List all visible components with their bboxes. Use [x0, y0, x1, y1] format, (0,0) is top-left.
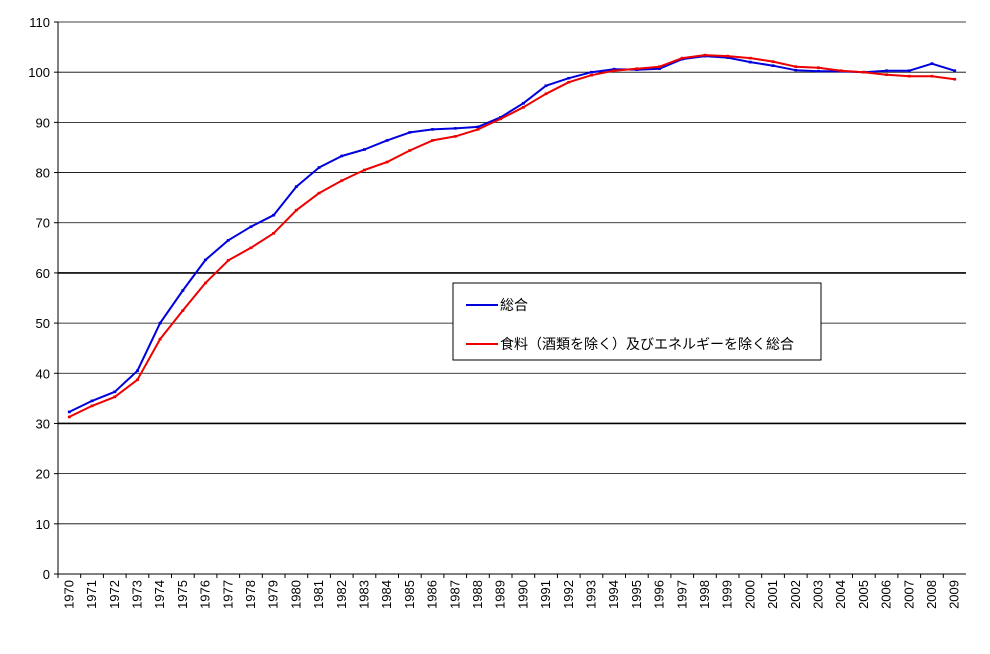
legend: 総合 食料（酒類を除く）及びエネルギーを除く総合 — [452, 282, 822, 361]
legend-label-series-1: 総合 — [500, 298, 528, 314]
x-tick-label: 1983 — [356, 580, 371, 609]
x-tick-label: 1986 — [425, 580, 440, 609]
x-tick-label: 2007 — [901, 580, 916, 609]
x-tick-label: 1996 — [652, 580, 667, 609]
x-tick-label: 1974 — [152, 580, 167, 609]
x-tick-label: 1979 — [266, 580, 281, 609]
y-tick-label: 60 — [36, 266, 50, 281]
legend-box — [452, 282, 822, 361]
x-tick-label: 1997 — [674, 580, 689, 609]
x-tick-label: 2001 — [765, 580, 780, 609]
x-tick-label: 1984 — [379, 580, 394, 609]
x-tick-label: 1993 — [583, 580, 598, 609]
y-tick-label: 110 — [29, 15, 50, 30]
x-tick-label: 1970 — [61, 580, 76, 609]
x-tick-label: 2009 — [947, 580, 962, 609]
y-tick-label: 40 — [36, 366, 50, 381]
y-axis-tick-labels: 0 10 20 30 40 50 60 70 80 90 100 110 — [28, 15, 58, 582]
x-tick-label: 2008 — [924, 580, 939, 609]
x-tick-label: 1999 — [720, 580, 735, 609]
x-tick-label: 1991 — [538, 580, 553, 609]
x-tick-label: 1989 — [493, 580, 508, 609]
y-tick-label: 30 — [36, 416, 50, 431]
series-line-2 — [68, 54, 955, 418]
x-tick-label: 1980 — [288, 580, 303, 609]
legend-label-series-2: 食料（酒類を除く）及びエネルギーを除く総合 — [500, 336, 794, 353]
gridlines — [58, 21, 966, 525]
x-tick-label: 1977 — [220, 580, 235, 609]
x-tick-label: 1973 — [129, 580, 144, 609]
x-tick-label: 1990 — [515, 580, 530, 609]
x-tick-label: 1972 — [107, 580, 122, 609]
x-tick-label: 1971 — [84, 580, 99, 609]
x-tick-label: 1981 — [311, 580, 326, 609]
x-tick-label: 1982 — [334, 580, 349, 609]
x-axis-tick-labels: 1970 1971 1972 1973 1974 1975 1976 1977 1978 1979… — [57, 574, 962, 609]
x-tick-label: 1976 — [198, 580, 213, 609]
y-tick-label: 20 — [36, 467, 50, 482]
y-tick-label: 90 — [36, 115, 50, 130]
y-tick-label: 70 — [36, 216, 50, 231]
x-tick-label: 2005 — [856, 580, 871, 609]
x-tick-label: 1985 — [402, 580, 417, 609]
x-tick-label: 1995 — [629, 580, 644, 609]
x-tick-label: 1994 — [606, 580, 621, 609]
x-tick-label: 2006 — [879, 580, 894, 609]
x-tick-label: 1992 — [561, 580, 576, 609]
series-lines — [67, 53, 957, 419]
x-tick-label: 2003 — [810, 580, 825, 609]
series-line-1 — [68, 55, 955, 413]
x-tick-label: 1978 — [243, 580, 258, 609]
y-tick-label: 50 — [36, 316, 50, 331]
x-tick-label: 2002 — [788, 580, 803, 609]
x-tick-label: 1998 — [697, 580, 712, 609]
y-tick-label: 100 — [28, 65, 50, 80]
y-tick-label: 10 — [36, 517, 50, 532]
x-tick-label: 2000 — [742, 580, 757, 609]
x-tick-label: 1987 — [447, 580, 462, 609]
y-tick-label: 0 — [43, 567, 50, 582]
x-tick-label: 2004 — [833, 580, 848, 609]
y-tick-label: 80 — [36, 166, 50, 181]
x-tick-label: 1975 — [175, 580, 190, 609]
x-tick-label: 1988 — [470, 580, 485, 609]
